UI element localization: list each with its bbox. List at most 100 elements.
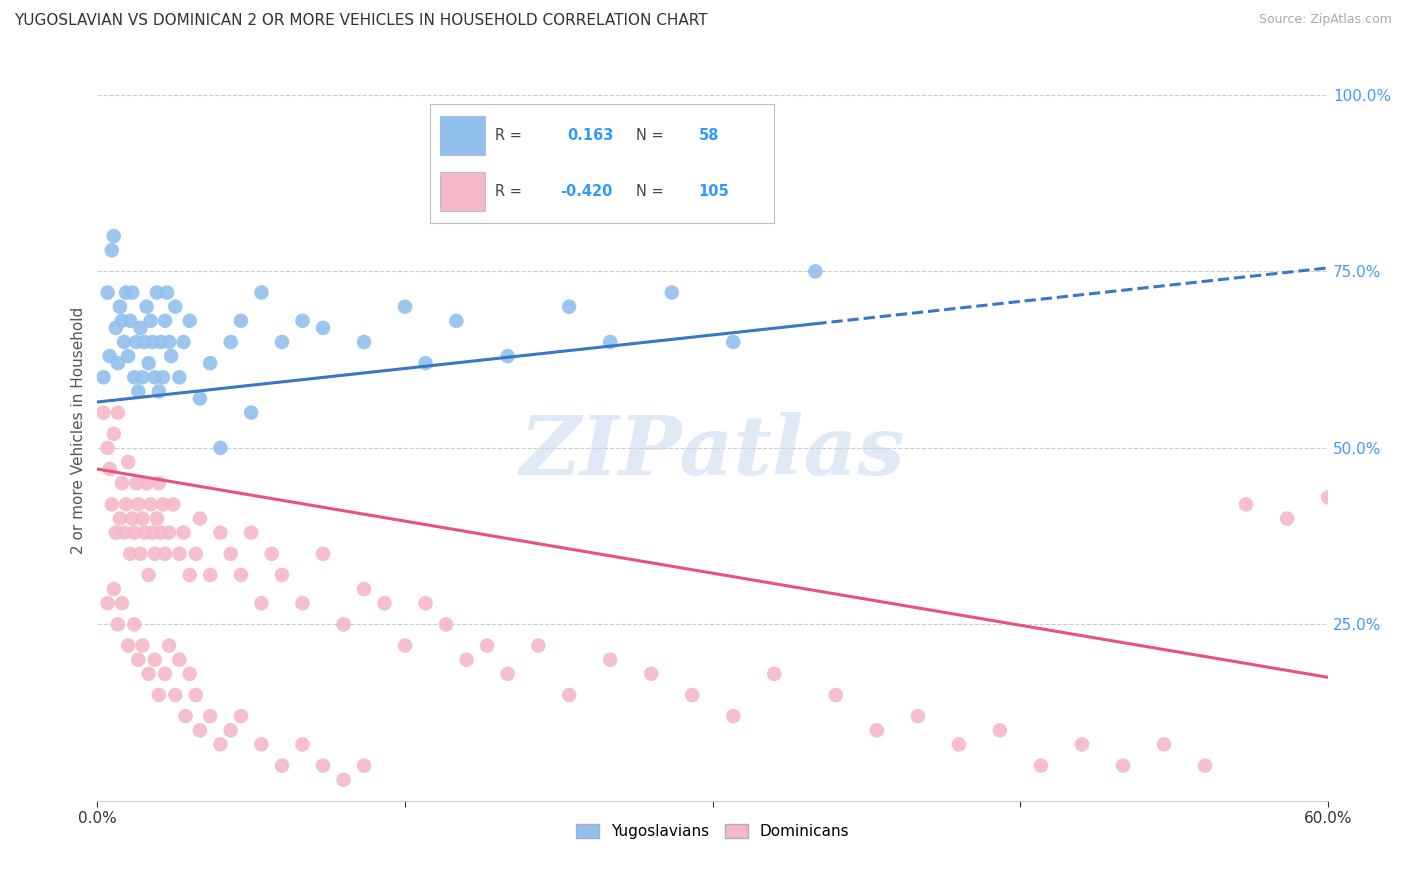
Point bbox=[121, 285, 143, 300]
Point bbox=[143, 653, 166, 667]
Point bbox=[198, 568, 221, 582]
Point bbox=[153, 314, 176, 328]
Point bbox=[229, 709, 252, 723]
Point bbox=[169, 653, 191, 667]
Point bbox=[124, 617, 146, 632]
Point bbox=[138, 356, 160, 370]
Point bbox=[291, 314, 314, 328]
Point bbox=[148, 476, 170, 491]
Point bbox=[173, 334, 195, 349]
Point bbox=[188, 511, 211, 525]
Point bbox=[184, 547, 207, 561]
Point bbox=[446, 314, 468, 328]
Point bbox=[763, 666, 786, 681]
Point bbox=[866, 723, 889, 738]
Point bbox=[188, 723, 211, 738]
Point bbox=[156, 285, 179, 300]
Point bbox=[143, 370, 166, 384]
Point bbox=[97, 285, 120, 300]
Point bbox=[104, 525, 127, 540]
Point bbox=[353, 334, 375, 349]
Point bbox=[271, 334, 294, 349]
Point bbox=[517, 159, 540, 173]
Point bbox=[148, 688, 170, 702]
Point bbox=[219, 334, 242, 349]
Point bbox=[103, 582, 125, 596]
Point bbox=[332, 617, 354, 632]
Point bbox=[143, 547, 166, 561]
Point bbox=[640, 666, 662, 681]
Point bbox=[353, 582, 375, 596]
Point bbox=[108, 300, 131, 314]
Point bbox=[184, 688, 207, 702]
Point bbox=[804, 264, 827, 278]
Point bbox=[1234, 497, 1257, 511]
Point bbox=[209, 525, 232, 540]
Point bbox=[98, 462, 121, 476]
Point bbox=[153, 666, 176, 681]
Point bbox=[138, 568, 160, 582]
Point bbox=[456, 653, 478, 667]
Point bbox=[174, 709, 197, 723]
Point bbox=[1317, 491, 1340, 505]
Point bbox=[948, 738, 970, 752]
Point bbox=[111, 596, 134, 610]
Point bbox=[527, 639, 550, 653]
Point bbox=[131, 511, 153, 525]
Point bbox=[373, 596, 395, 610]
Point bbox=[111, 476, 134, 491]
Point bbox=[103, 229, 125, 244]
Point bbox=[149, 525, 172, 540]
Point bbox=[1071, 738, 1094, 752]
Point bbox=[173, 525, 195, 540]
Y-axis label: 2 or more Vehicles in Household: 2 or more Vehicles in Household bbox=[72, 307, 86, 554]
Point bbox=[120, 547, 142, 561]
Point bbox=[723, 334, 745, 349]
Point bbox=[312, 321, 335, 335]
Point bbox=[1275, 511, 1298, 525]
Point bbox=[127, 653, 149, 667]
Point bbox=[599, 653, 621, 667]
Point bbox=[198, 709, 221, 723]
Point bbox=[229, 314, 252, 328]
Point bbox=[107, 617, 129, 632]
Point bbox=[115, 497, 138, 511]
Text: YUGOSLAVIAN VS DOMINICAN 2 OR MORE VEHICLES IN HOUSEHOLD CORRELATION CHART: YUGOSLAVIAN VS DOMINICAN 2 OR MORE VEHIC… bbox=[14, 13, 707, 29]
Point bbox=[824, 688, 846, 702]
Point bbox=[157, 525, 180, 540]
Point bbox=[111, 314, 134, 328]
Point bbox=[127, 384, 149, 399]
Point bbox=[260, 547, 283, 561]
Point bbox=[219, 723, 242, 738]
Text: ZIPatlas: ZIPatlas bbox=[520, 412, 905, 492]
Point bbox=[135, 476, 157, 491]
Point bbox=[146, 285, 169, 300]
Point bbox=[240, 406, 263, 420]
Point bbox=[124, 370, 146, 384]
Point bbox=[394, 639, 416, 653]
Point bbox=[312, 547, 335, 561]
Point bbox=[98, 349, 121, 363]
Point bbox=[169, 547, 191, 561]
Point bbox=[415, 356, 437, 370]
Point bbox=[312, 758, 335, 772]
Point bbox=[100, 244, 122, 258]
Point bbox=[681, 688, 703, 702]
Point bbox=[146, 511, 169, 525]
Legend: Yugoslavians, Dominicans: Yugoslavians, Dominicans bbox=[569, 818, 855, 845]
Point bbox=[209, 441, 232, 455]
Point bbox=[129, 321, 152, 335]
Point bbox=[219, 547, 242, 561]
Point bbox=[108, 511, 131, 525]
Point bbox=[125, 476, 148, 491]
Point bbox=[127, 497, 149, 511]
Point bbox=[907, 709, 929, 723]
Point bbox=[117, 455, 139, 469]
Point bbox=[115, 285, 138, 300]
Point bbox=[229, 568, 252, 582]
Point bbox=[93, 406, 115, 420]
Point bbox=[117, 349, 139, 363]
Point bbox=[179, 666, 201, 681]
Point bbox=[152, 497, 174, 511]
Point bbox=[250, 596, 273, 610]
